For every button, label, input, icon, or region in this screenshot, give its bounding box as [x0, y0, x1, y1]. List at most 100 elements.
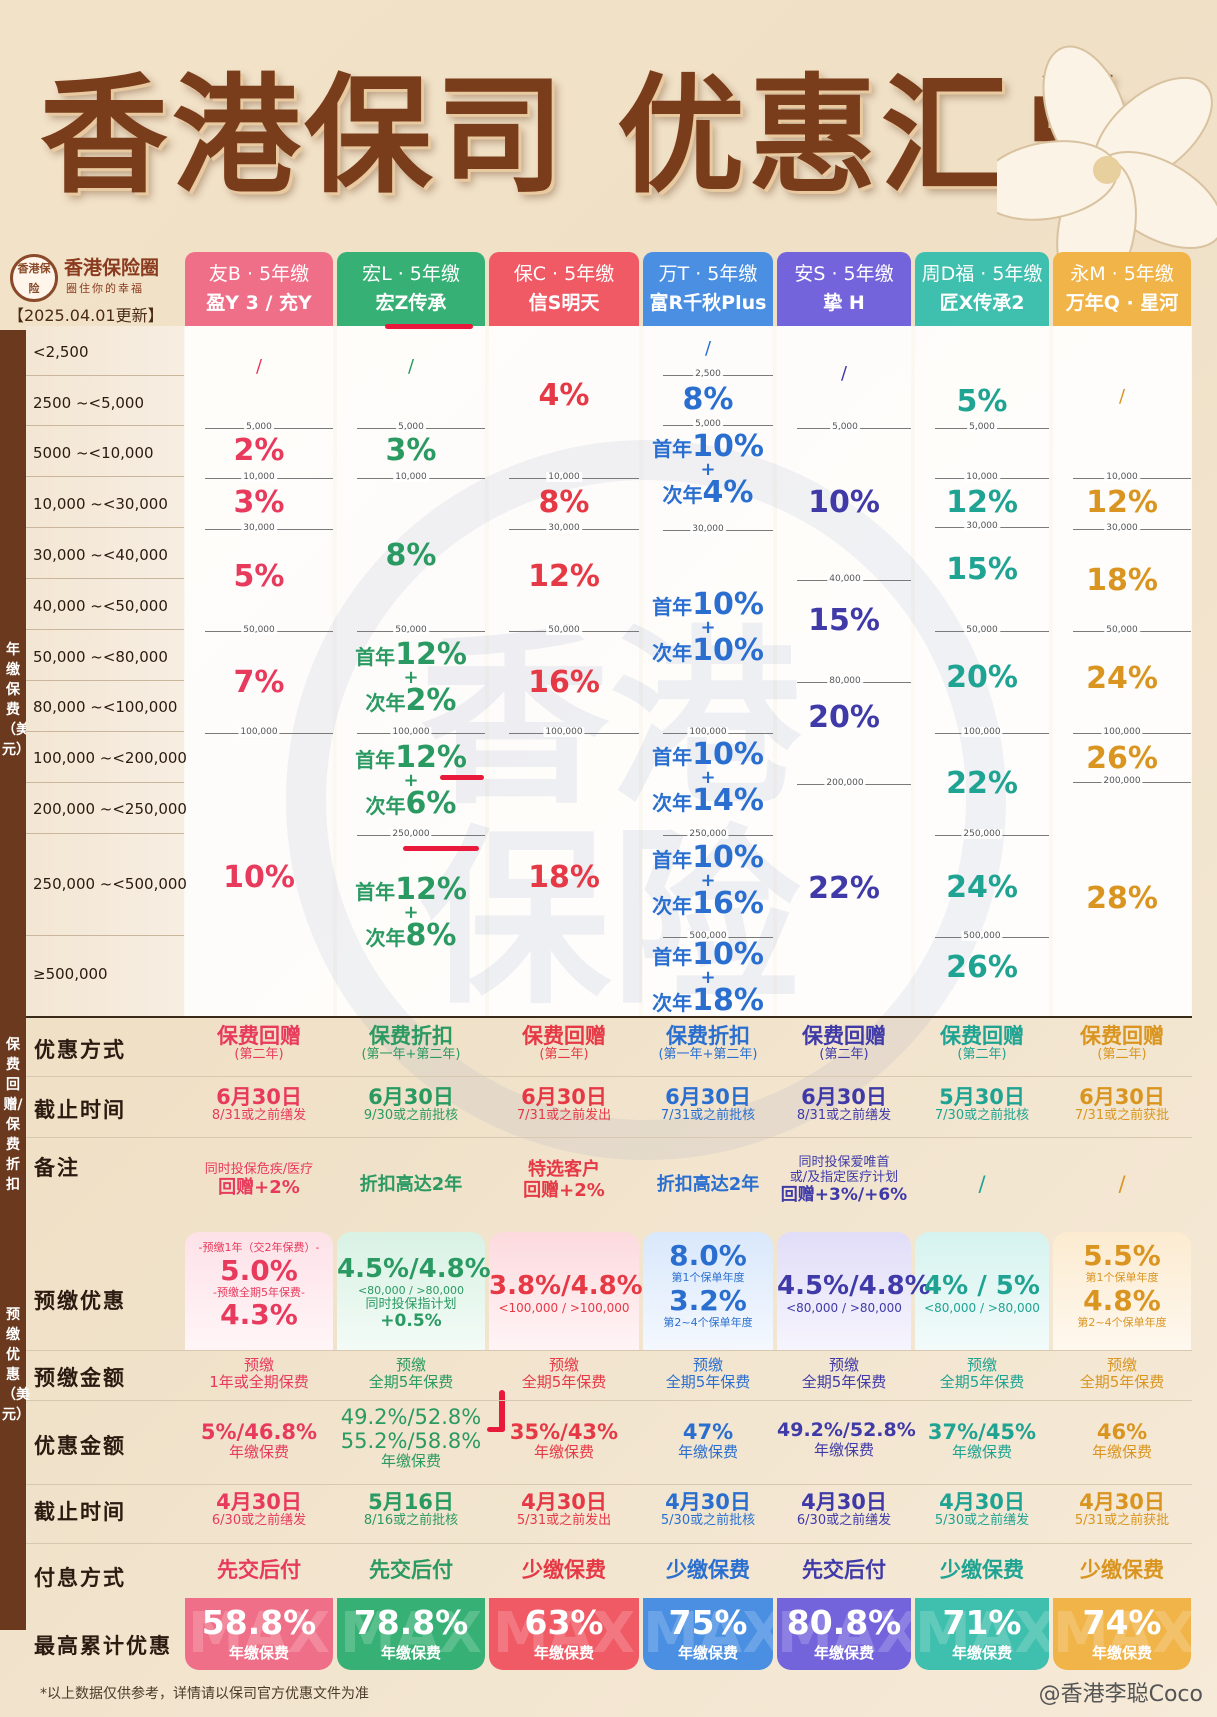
- value-cell: 15%: [808, 603, 880, 638]
- first-year-label: 首年: [652, 595, 693, 619]
- prepay-value: 4.3%: [220, 1298, 298, 1332]
- value-cell: 4%: [538, 378, 590, 413]
- interest-value: 少缴保费: [522, 1558, 606, 1582]
- discount-cell: 5%/46.8% 年缴保费: [185, 1420, 333, 1461]
- remark-line: 同时投保爱唯首: [798, 1155, 890, 1170]
- amount-line: 预缴: [243, 1356, 274, 1374]
- prepay-value: 3.8%/4.8%: [489, 1271, 643, 1301]
- method-cell: 保费折扣 (第一年+第二年): [337, 1024, 485, 1063]
- second-year-label: 次年: [365, 691, 406, 715]
- prepay-box: [489, 1232, 639, 1350]
- column-header-1: 友B · 5年缴 盈Y 3 / 充Y: [185, 252, 333, 326]
- deadline-main: 6月30日: [368, 1085, 454, 1109]
- range-label: 30,000 ~<40,000: [33, 546, 168, 564]
- max-unit: 年缴保费: [1091, 1644, 1152, 1662]
- watermark-text: 香港保险: [419, 609, 800, 1030]
- method-main: 保费回赠: [940, 1024, 1024, 1048]
- max-value-cell: 63% 年缴保费: [489, 1604, 639, 1663]
- tick-label: 100,000: [1101, 727, 1143, 737]
- max-box: [337, 1598, 485, 1670]
- method-cell: 保费回赠 (第二年): [1053, 1024, 1191, 1063]
- max-box: [489, 1598, 639, 1670]
- row-divider: [26, 1076, 1192, 1077]
- range-divider: [26, 425, 184, 426]
- prepay-deadline-cell: 4月30日 5/31或之前发出: [489, 1490, 639, 1529]
- deadline-sub: 5/31或之前获批: [1074, 1513, 1170, 1529]
- method-cell: 保费折扣 (第一年+第二年): [643, 1024, 773, 1063]
- tick-label: 100,000: [687, 727, 729, 737]
- prepay-deadline-cell: 4月30日 5/30或之前缮发: [915, 1490, 1049, 1529]
- range-divider: [26, 578, 184, 579]
- remark-cell: 特选客户 回赠+2%: [489, 1159, 639, 1201]
- prepay-note: -预缴1年（交2年保费）-: [198, 1241, 320, 1254]
- tick-label: 50,000: [546, 625, 582, 635]
- interest-value: 先交后付: [217, 1558, 301, 1582]
- deadline-sub: 5/30或之前缮发: [934, 1513, 1030, 1529]
- method-main: 保费回赠: [522, 1024, 606, 1048]
- max-value: 80.8%: [786, 1603, 902, 1642]
- amount-line: 预缴: [1106, 1356, 1137, 1374]
- discount-unit: 年缴保费: [951, 1443, 1012, 1462]
- interest-value: 少缴保费: [940, 1558, 1024, 1582]
- first-year-value: 12%: [395, 740, 467, 775]
- range-divider: [26, 629, 184, 630]
- product-name: 匠X传承2: [939, 292, 1025, 314]
- interest-cell: 先交后付: [337, 1558, 485, 1582]
- second-year-label: 次年: [652, 791, 693, 815]
- company-name: 宏L · 5年缴: [362, 263, 460, 285]
- deadline-sub: 7/30或之前批核: [934, 1108, 1030, 1124]
- deadline-cell: 6月30日 7/31或之前获批: [1053, 1085, 1191, 1124]
- second-year-value: 14%: [692, 783, 764, 818]
- tick-label: 5,000: [396, 422, 426, 432]
- row-label-prepay-amount: 预缴金额: [34, 1366, 126, 1390]
- interest-cell: 少缴保费: [915, 1558, 1049, 1582]
- deadline-main: 4月30日: [939, 1490, 1025, 1514]
- deadline-main: 4月30日: [801, 1490, 887, 1514]
- method-cell: 保费回赠 (第二年): [915, 1024, 1049, 1063]
- value-cell: 10%: [223, 860, 295, 895]
- max-value-cell: 58.8% 年缴保费: [185, 1604, 333, 1663]
- side-label-annual: 年缴保费（美元）: [2, 642, 30, 758]
- first-year-value: 10%: [692, 937, 764, 972]
- deadline-sub: 8/31或之前缮发: [211, 1108, 307, 1124]
- second-year-value: 10%: [692, 633, 764, 668]
- tick-label: 200,000: [1101, 776, 1143, 786]
- footnote: *以上数据仅供参考，详情请以保司官方优惠文件为准: [40, 1686, 369, 1702]
- logo-badge: 香港保险: [10, 254, 58, 302]
- interest-value: 先交后付: [802, 1558, 886, 1582]
- max-value: 78.8%: [353, 1603, 469, 1642]
- prepay-box: [915, 1232, 1049, 1350]
- discount-cell: 46% 年缴保费: [1053, 1420, 1191, 1461]
- plus-sign: +: [403, 667, 419, 688]
- deadline-main: 6月30日: [216, 1085, 302, 1109]
- interest-cell: 少缴保费: [1053, 1558, 1191, 1582]
- value-stack: 首年10% + 次年14%: [643, 740, 773, 816]
- value-cell: 20%: [808, 700, 880, 735]
- update-date: 【2025.04.01更新】: [8, 306, 164, 325]
- deadline-main: 5月30日: [939, 1085, 1025, 1109]
- remark-main: 回赠+3%/+6%: [780, 1184, 908, 1205]
- max-box: [185, 1598, 333, 1670]
- tick-label: 500,000: [961, 931, 1003, 941]
- column-header-2: 宏L · 5年缴 宏Z传承: [337, 252, 485, 326]
- range-divider: [26, 527, 184, 528]
- remark-cell: 折扣高达2年: [643, 1174, 773, 1196]
- tick-label: 10,000: [964, 472, 1000, 482]
- row-divider: [26, 1350, 1192, 1351]
- company-name: 永M · 5年缴: [1070, 263, 1174, 285]
- value-cell: 15%: [946, 552, 1018, 587]
- deadline-sub: 7/31或之前获批: [1074, 1108, 1170, 1124]
- prepay-amount-cell: 预缴 全期5年保费: [915, 1356, 1049, 1392]
- tick-label: 30,000: [690, 524, 726, 534]
- value-cell: 7%: [233, 665, 285, 700]
- value-none: /: [840, 363, 848, 384]
- tick-label: 50,000: [964, 625, 1000, 635]
- max-watermark: MAX: [777, 1601, 911, 1666]
- range-divider: [26, 476, 184, 477]
- max-value: 74%: [1082, 1603, 1162, 1642]
- value-cell: 22%: [946, 766, 1018, 801]
- remark-cell: 同时投保爱唯首 或/及指定医疗计划 回赠+3%/+6%: [777, 1155, 911, 1205]
- prepay-amount-cell: 预缴 全期5年保费: [489, 1356, 639, 1392]
- interest-value: 少缴保费: [1080, 1558, 1164, 1582]
- prepay-deadline-cell: 4月30日 5/30或之前批核: [643, 1490, 773, 1529]
